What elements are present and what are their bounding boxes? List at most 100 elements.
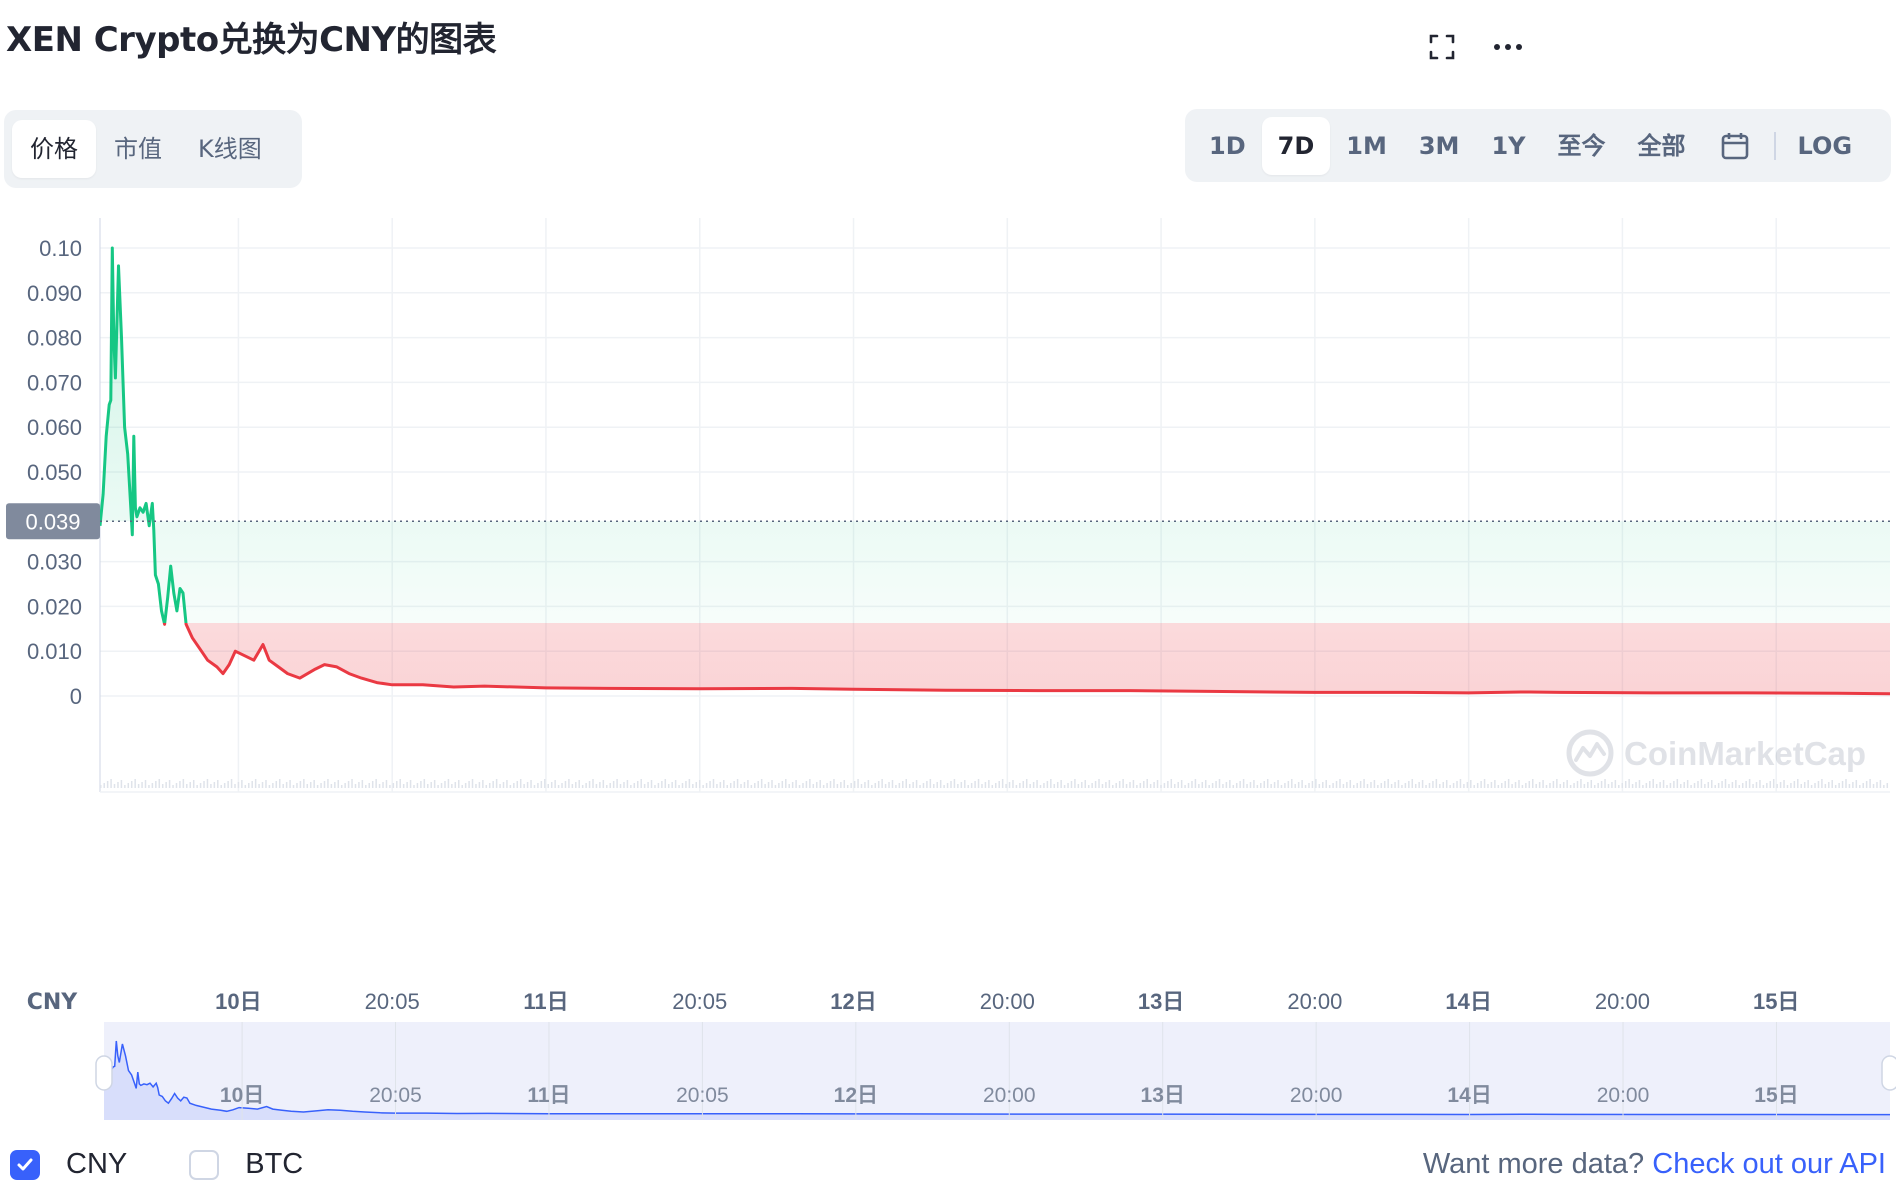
- volume-bar: [554, 780, 556, 788]
- checkbox-cny[interactable]: [10, 1149, 40, 1180]
- api-promo: Want more data? Check out our API: [1423, 1148, 1886, 1181]
- calendar-icon[interactable]: [1702, 117, 1768, 175]
- volume-bar: [458, 780, 460, 788]
- volume-bar: [172, 785, 174, 788]
- volume-bar: [767, 782, 770, 788]
- volume-bar: [1807, 780, 1809, 788]
- fullscreen-icon[interactable]: [1422, 30, 1462, 64]
- volume-bar: [1783, 780, 1785, 788]
- volume-bar: [196, 785, 198, 788]
- volume-bar: [1535, 784, 1537, 788]
- tab-range-3m[interactable]: 3M: [1418, 131, 1460, 160]
- navigator-line: [103, 1040, 1890, 1116]
- volume-bar: [189, 782, 191, 788]
- volume-bar: [365, 785, 367, 788]
- tab-candlestick[interactable]: K线图: [198, 135, 262, 163]
- volume-bar: [182, 779, 185, 788]
- volume-bar: [1607, 784, 1610, 788]
- volume-bar: [1838, 783, 1840, 788]
- volume-bar: [860, 784, 863, 788]
- volume-bar: [220, 785, 222, 788]
- volume-bar: [1184, 785, 1186, 788]
- volume-bar: [1270, 784, 1272, 788]
- navigator-handle-right[interactable]: [1881, 1055, 1896, 1091]
- volume-bar: [265, 780, 267, 788]
- navigator-tick-label: 14日: [1447, 1084, 1491, 1107]
- volume-bar: [495, 779, 498, 788]
- volume-bar: [1562, 782, 1565, 788]
- legend-label-cny: CNY: [66, 1148, 128, 1180]
- volume-bar: [210, 784, 212, 788]
- volume-bar: [688, 779, 691, 788]
- navigator-handle-left[interactable]: [95, 1055, 113, 1091]
- volume-bar: [110, 779, 112, 788]
- volume-bar: [960, 782, 963, 788]
- volume-bar: [1728, 784, 1730, 788]
- volume-bar: [413, 785, 415, 788]
- volume-bar: [750, 785, 753, 788]
- volume-bar: [1291, 779, 1293, 788]
- log-toggle[interactable]: LOG: [1797, 131, 1853, 160]
- navigator-tick-label: 20:00: [983, 1084, 1036, 1107]
- volume-bar: [843, 780, 846, 788]
- tab-range-all[interactable]: 全部: [1637, 131, 1686, 160]
- volume-bar: [970, 783, 973, 788]
- volume-bar: [1652, 779, 1654, 788]
- range-navigator[interactable]: 10日 20:05 11日 20:05 12日 20:00 13日 20:00 14日 20:00…: [95, 1022, 1896, 1120]
- volume-bar: [1628, 779, 1630, 788]
- tab-range-1m[interactable]: 1M: [1346, 131, 1387, 160]
- volume-bar: [1414, 784, 1417, 788]
- volume-bar: [420, 781, 422, 788]
- volume-bar: [1032, 782, 1035, 788]
- volume-bar: [575, 782, 577, 788]
- volume-bar: [475, 784, 477, 788]
- volume-bar: [826, 783, 828, 788]
- volume-bar: [1105, 782, 1107, 788]
- tab-range-1d[interactable]: 1D: [1209, 131, 1246, 160]
- volume-bar: [1845, 779, 1847, 788]
- volume-bar: [760, 779, 763, 788]
- volume-bar: [1318, 784, 1321, 788]
- tab-range-1y[interactable]: 1Y: [1491, 131, 1526, 160]
- tab-price[interactable]: 价格: [12, 120, 96, 178]
- volume-bar: [561, 783, 563, 788]
- checkbox-btc[interactable]: [189, 1149, 220, 1180]
- x-tick-label: 10日: [215, 989, 261, 1014]
- volume-bar: [726, 785, 728, 788]
- volume-bar: [151, 783, 154, 788]
- volume-bar: [564, 781, 567, 788]
- tab-range-ytd[interactable]: 至今: [1557, 131, 1606, 160]
- volume-bar: [237, 782, 240, 788]
- more-icon[interactable]: [1488, 30, 1528, 64]
- y-tick-label: 0.070: [27, 370, 82, 395]
- y-tick-label: 0.090: [27, 281, 82, 306]
- volume-bar: [1260, 783, 1262, 788]
- volume-bar: [1143, 781, 1145, 788]
- volume-bar: [1473, 785, 1475, 788]
- volume-bar: [1872, 784, 1875, 788]
- volume-bar: [1797, 779, 1799, 788]
- price-chart[interactable]: CoinMarketCap 0.039 0.100.0900.0800.0700…: [0, 200, 1896, 1140]
- volume-bar: [822, 785, 825, 788]
- volume-bar: [1249, 782, 1252, 788]
- tab-market-cap[interactable]: 市值: [114, 135, 162, 163]
- volume-bar: [1294, 784, 1296, 788]
- volume-bar: [1841, 781, 1844, 788]
- volume-bar: [1669, 783, 1672, 788]
- volume-bar: [1063, 785, 1066, 788]
- volume-bar: [1187, 783, 1190, 788]
- volume-bar: [637, 781, 639, 788]
- api-link[interactable]: Check out our API: [1652, 1148, 1886, 1180]
- volume-bar: [1036, 780, 1038, 788]
- volume-bar: [809, 779, 811, 788]
- volume-bar: [358, 782, 360, 788]
- volume-bar: [423, 779, 426, 788]
- volume-bar: [929, 779, 932, 788]
- volume-bar: [1683, 782, 1685, 788]
- volume-bar: [1101, 784, 1104, 788]
- tab-range-7d[interactable]: 7D: [1261, 116, 1331, 175]
- y-tick-label: 0.060: [27, 415, 82, 440]
- volume-bar: [292, 785, 295, 788]
- volume-bar: [1363, 779, 1365, 788]
- volume-bar: [757, 781, 759, 788]
